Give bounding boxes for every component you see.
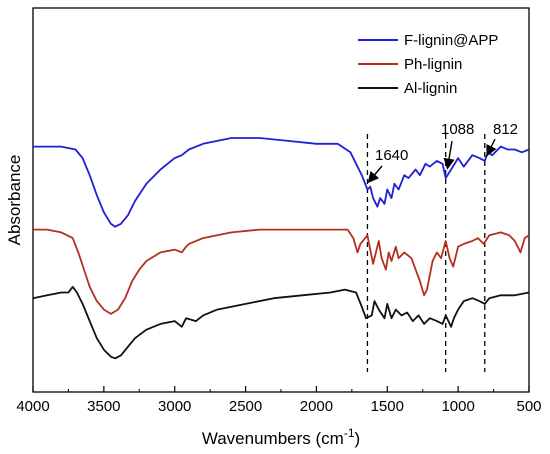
x-tick-label-2500: 2500 bbox=[229, 398, 262, 415]
annotation-arrow-1640 bbox=[367, 165, 383, 184]
legend-label-al-lignin: Al-lignin bbox=[404, 80, 457, 97]
series-line-1 bbox=[33, 228, 530, 315]
legend-label-f-lignin-app: F-lignin@APP bbox=[404, 32, 498, 49]
x-axis-label-sup: -1 bbox=[344, 426, 355, 440]
series-line-2 bbox=[32, 285, 530, 360]
reference-lines bbox=[366, 134, 486, 372]
x-tick-label-3000: 3000 bbox=[158, 398, 191, 415]
annotations: 1640 1088 812 bbox=[367, 121, 518, 184]
x-tick-label-1500: 1500 bbox=[371, 398, 404, 415]
legend: F-lignin@APP Ph-lignin Al-lignin bbox=[358, 32, 498, 97]
x-axis-label: Wavenumbers (cm-1) bbox=[202, 426, 360, 448]
x-axis-label-end: ) bbox=[355, 429, 361, 448]
x-tick-label-2000: 2000 bbox=[300, 398, 333, 415]
annotation-label-812: 812 bbox=[493, 121, 518, 138]
annotation-label-1640: 1640 bbox=[375, 147, 408, 164]
series-line-0 bbox=[33, 137, 530, 228]
x-tick-label-500: 500 bbox=[516, 398, 541, 415]
x-tick-label-4000: 4000 bbox=[16, 398, 49, 415]
legend-label-ph-lignin: Ph-lignin bbox=[404, 56, 462, 73]
y-axis-label: Absorbance bbox=[5, 155, 24, 246]
x-tick-label-3500: 3500 bbox=[87, 398, 120, 415]
annotation-label-1088: 1088 bbox=[441, 121, 474, 138]
x-axis-label-main: Wavenumbers (cm bbox=[202, 429, 344, 448]
series-group bbox=[32, 137, 530, 360]
x-axis-ticks: 4000 3500 3000 2500 2000 1500 1000 500 bbox=[16, 386, 542, 415]
annotation-arrow-812 bbox=[486, 138, 497, 157]
x-tick-label-1000: 1000 bbox=[441, 398, 474, 415]
annotation-arrow-1088 bbox=[443, 140, 455, 170]
